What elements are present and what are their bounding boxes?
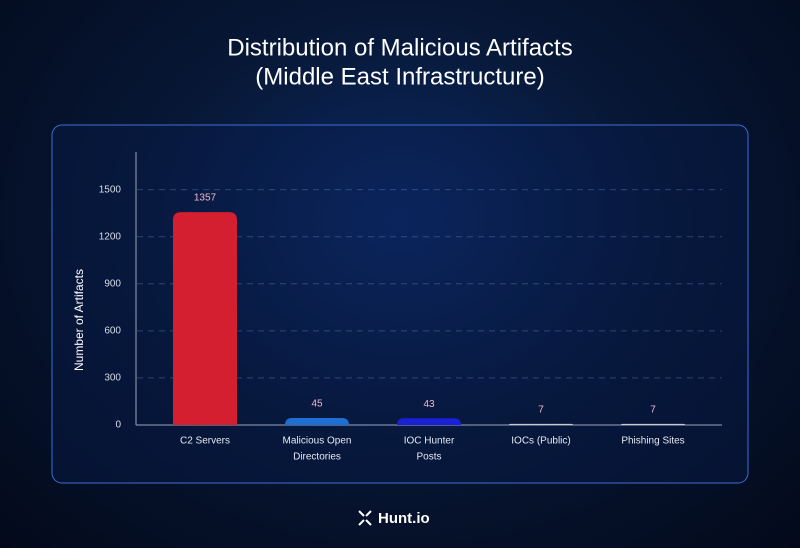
y-tick-label: 900 bbox=[104, 278, 121, 289]
x-tick-label: C2 Servers bbox=[180, 436, 230, 447]
bar bbox=[621, 423, 685, 425]
y-tick-label: 0 bbox=[115, 420, 121, 431]
bar bbox=[285, 417, 349, 425]
logo-icon bbox=[358, 510, 372, 526]
chart-frame bbox=[51, 124, 749, 484]
bar bbox=[173, 212, 237, 425]
y-tick-label: 600 bbox=[104, 326, 121, 337]
x-tick-label: Directories bbox=[293, 452, 341, 463]
y-axis-title: Number of Artifacts bbox=[72, 269, 86, 371]
chart-title: Distribution of Malicious Artifacts bbox=[227, 34, 572, 61]
value-label: 45 bbox=[311, 399, 323, 410]
value-label: 1357 bbox=[194, 193, 217, 204]
x-tick-label: Malicious Open bbox=[283, 436, 352, 447]
x-tick-label: Phishing Sites bbox=[621, 436, 684, 447]
logo: Hunt.io bbox=[358, 510, 430, 527]
x-tick-label: IOC Hunter bbox=[404, 436, 455, 447]
x-tick-label: Posts bbox=[416, 452, 441, 463]
bar bbox=[509, 423, 573, 425]
chart-title: (Middle East Infrastructure) bbox=[255, 63, 544, 90]
y-tick-label: 300 bbox=[104, 373, 121, 384]
y-tick-label: 1500 bbox=[99, 184, 122, 195]
value-label: 43 bbox=[423, 399, 435, 410]
value-label: 7 bbox=[538, 405, 544, 416]
y-tick-label: 1200 bbox=[99, 231, 122, 242]
bar bbox=[397, 418, 461, 425]
value-label: 7 bbox=[650, 405, 656, 416]
brand: Hunt.io bbox=[378, 510, 430, 527]
x-tick-label: IOCs (Public) bbox=[511, 436, 570, 447]
